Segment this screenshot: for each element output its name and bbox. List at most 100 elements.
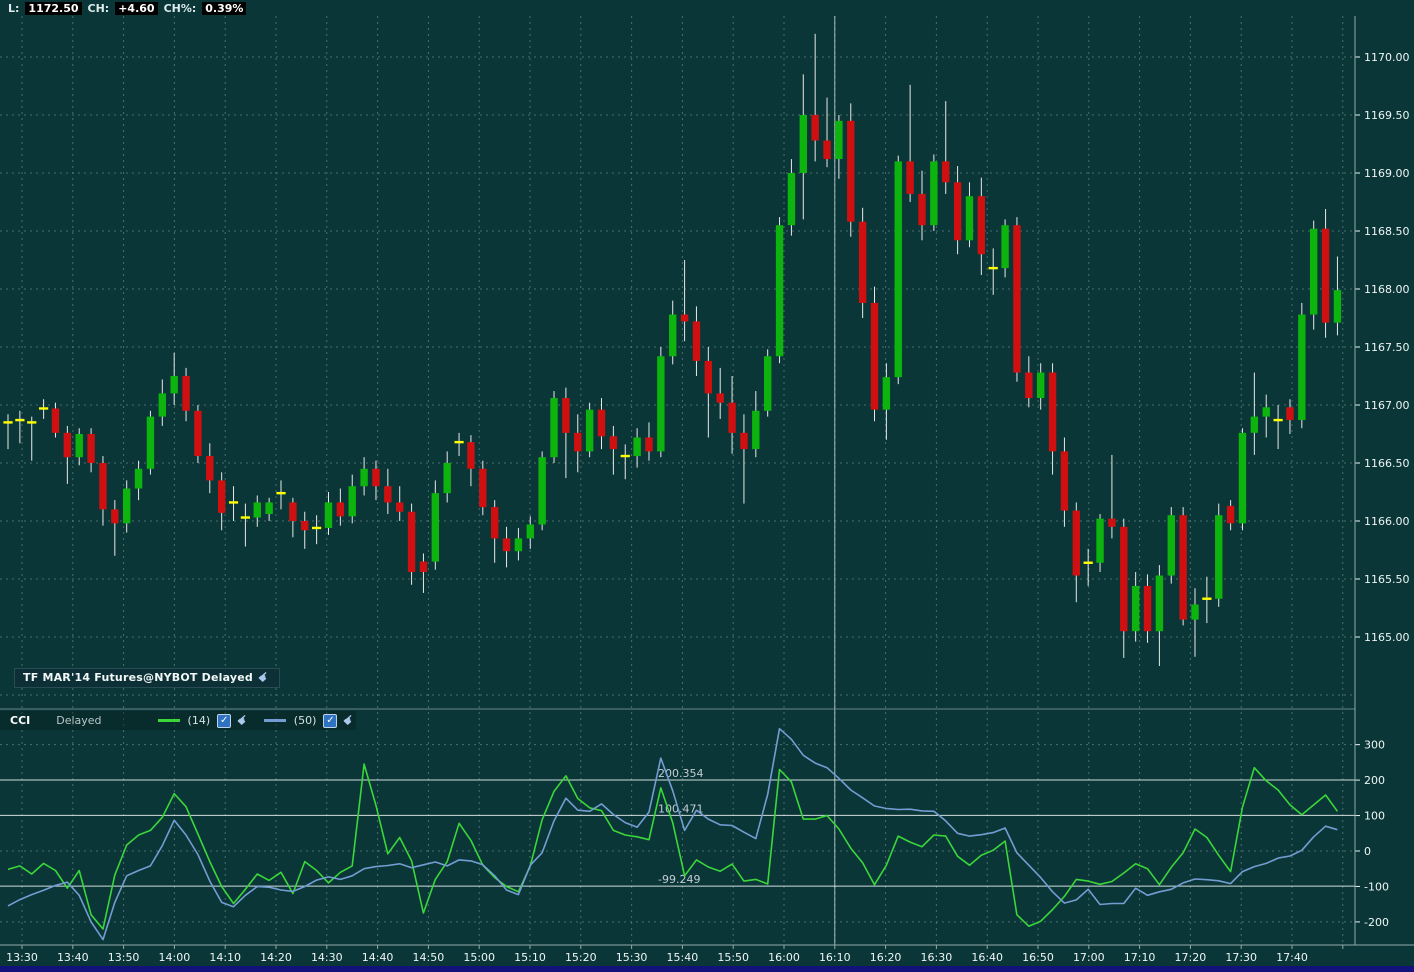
- cci-fast-checkbox[interactable]: ✓: [217, 713, 232, 728]
- bullish-candle: [1155, 575, 1164, 632]
- bearish-candle: [609, 436, 618, 450]
- bearish-candle: [301, 521, 309, 531]
- bearish-candle: [704, 360, 713, 394]
- bearish-candle: [336, 502, 345, 517]
- doji-candle: [312, 526, 322, 530]
- price-axis-label: 1166.00: [1364, 515, 1410, 528]
- bearish-candle: [419, 561, 428, 573]
- bullish-candle: [1238, 432, 1247, 524]
- time-axis-label: 16:30: [921, 951, 953, 964]
- time-axis-label: 16:20: [870, 951, 902, 964]
- bullish-candle: [657, 356, 665, 452]
- bullish-candle: [1001, 225, 1009, 269]
- bearish-candle: [87, 434, 95, 463]
- bearish-candle: [740, 432, 748, 450]
- bearish-candle: [574, 432, 582, 452]
- cci-axis-label: 100: [1364, 810, 1385, 823]
- time-axis-label: 16:50: [1022, 951, 1054, 964]
- bullish-candle: [146, 416, 155, 469]
- time-axis-label: 17:00: [1073, 951, 1105, 964]
- quote-bar: L: 1172.50 CH: +4.60 CH%: 0.39%: [8, 1, 247, 15]
- bullish-candle: [431, 493, 440, 562]
- bearish-candle: [1226, 505, 1235, 524]
- bearish-candle: [858, 221, 867, 303]
- cci-slow-hand-icon[interactable]: ☛: [340, 710, 360, 730]
- bearish-candle: [384, 486, 392, 503]
- bullish-candle: [1167, 515, 1175, 576]
- bullish-candle: [1036, 372, 1045, 399]
- doji-candle: [988, 266, 998, 270]
- price-axis-label: 1169.50: [1364, 109, 1410, 122]
- bullish-candle: [1310, 228, 1318, 315]
- cci-axis-label: 0: [1364, 845, 1371, 858]
- bullish-candle: [1250, 416, 1259, 433]
- bearish-candle: [1179, 515, 1187, 620]
- bearish-candle: [217, 480, 226, 513]
- bullish-candle: [1191, 604, 1199, 620]
- bullish-candle: [1131, 585, 1140, 632]
- time-axis-label: 17:30: [1225, 951, 1257, 964]
- cci-panel-header: CCI Delayed (14) ✓ ☛ (50) ✓ ☛: [0, 710, 360, 730]
- window-bottom-edge: [0, 966, 1414, 972]
- bearish-candle: [1143, 585, 1152, 632]
- doji-candle: [39, 407, 49, 410]
- cci-slow-checkbox[interactable]: ✓: [323, 713, 338, 728]
- doji-candle: [276, 491, 286, 495]
- price-axis-label: 1165.00: [1364, 631, 1410, 644]
- bullish-candle: [265, 502, 273, 515]
- bearish-candle: [977, 196, 986, 255]
- instrument-name: TF MAR'14 Futures@NYBOT Delayed: [23, 671, 253, 684]
- price-axis-label: 1168.00: [1364, 283, 1410, 296]
- bullish-candle: [633, 437, 641, 457]
- time-axis-label: 13:30: [6, 951, 38, 964]
- bullish-candle: [1262, 407, 1270, 417]
- bullish-candle: [75, 434, 83, 458]
- bearish-candle: [396, 502, 404, 512]
- bullish-candle: [585, 409, 594, 452]
- bearish-candle: [906, 161, 914, 194]
- bearish-candle: [562, 398, 570, 433]
- price-axis-label: 1165.50: [1364, 573, 1410, 586]
- bearish-candle: [847, 120, 855, 222]
- bullish-candle: [1333, 290, 1342, 323]
- instrument-label[interactable]: TF MAR'14 Futures@NYBOT Delayed ☛: [14, 668, 280, 688]
- cci-level-label: 100.471: [658, 802, 704, 815]
- bullish-candle: [930, 161, 938, 226]
- price-axis-label: 1166.50: [1364, 457, 1410, 470]
- doji-candle: [27, 421, 37, 424]
- time-axis-label: 14:30: [311, 951, 343, 964]
- cci-axis-label: 300: [1364, 739, 1385, 752]
- cci-fast-hand-icon[interactable]: ☛: [234, 710, 253, 730]
- bearish-candle: [1108, 518, 1116, 527]
- drag-hand-icon[interactable]: ☛: [255, 667, 274, 687]
- bullish-candle: [514, 538, 523, 552]
- change-value: +4.60: [115, 1, 158, 15]
- bearish-candle: [870, 302, 879, 410]
- bullish-candle: [170, 376, 178, 394]
- bearish-candle: [1013, 225, 1021, 373]
- change-pct-label: CH%:: [163, 1, 197, 15]
- doji-candle: [1202, 597, 1212, 600]
- bearish-candle: [1025, 372, 1033, 399]
- bearish-candle: [63, 432, 72, 458]
- price-axis-label: 1170.00: [1364, 51, 1410, 64]
- bullish-candle: [965, 196, 974, 241]
- bearish-candle: [99, 463, 107, 510]
- cci-axis-label: 200: [1364, 774, 1385, 787]
- bullish-candle: [1096, 518, 1104, 563]
- bearish-candle: [1120, 526, 1128, 632]
- bullish-candle: [526, 524, 534, 539]
- bearish-candle: [942, 161, 950, 183]
- time-axis-label: 14:00: [159, 951, 191, 964]
- bullish-candle: [253, 502, 261, 518]
- bearish-candle: [645, 437, 653, 452]
- bullish-candle: [752, 410, 760, 450]
- doji-candle: [1273, 418, 1283, 422]
- bearish-candle: [194, 410, 202, 457]
- bullish-candle: [799, 115, 807, 173]
- bearish-candle: [680, 314, 689, 322]
- bearish-candle: [1060, 451, 1069, 511]
